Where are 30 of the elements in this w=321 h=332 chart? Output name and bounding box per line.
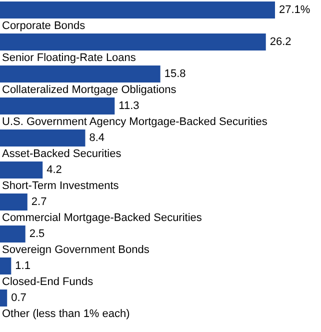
y-tick-label: Closed-End Funds bbox=[2, 276, 94, 288]
data-label: 2.5 bbox=[29, 228, 45, 240]
bar bbox=[0, 98, 115, 114]
y-tick-label: Sovereign Government Bonds bbox=[2, 244, 150, 256]
bar bbox=[0, 226, 26, 242]
bar bbox=[0, 290, 8, 306]
data-label: 15.8 bbox=[164, 68, 186, 80]
data-label: 2.7 bbox=[31, 196, 47, 208]
data-label: 0.7 bbox=[11, 292, 26, 304]
y-tick-label: Asset-Backed Securities bbox=[2, 148, 122, 160]
y-tick-label: Other (less than 1% each) bbox=[2, 308, 130, 320]
y-tick-label: Commercial Mortgage-Backed Securities bbox=[2, 212, 202, 224]
bar bbox=[0, 2, 275, 18]
y-tick-label: Senior Floating-Rate Loans bbox=[2, 52, 136, 64]
data-label: 8.4 bbox=[89, 132, 105, 144]
data-label: 4.2 bbox=[46, 164, 62, 176]
bar bbox=[0, 194, 28, 210]
data-label: 27.1% bbox=[279, 4, 310, 16]
y-tick-label: Short-Term Investments bbox=[2, 180, 120, 192]
data-label: 11.3 bbox=[118, 100, 140, 112]
y-tick-label: Collateralized Mortgage Obligations bbox=[2, 84, 177, 96]
bar bbox=[0, 130, 86, 146]
bar bbox=[0, 34, 266, 50]
data-label: 26.2 bbox=[270, 36, 292, 48]
y-tick-label: U.S. Government Agency Mortgage-Backed Securities bbox=[2, 116, 268, 128]
bar bbox=[0, 162, 43, 178]
y-tick-label: Corporate Bonds bbox=[2, 20, 86, 32]
data-label: 1.1 bbox=[15, 260, 30, 272]
bar bbox=[0, 258, 12, 274]
bar bbox=[0, 66, 160, 82]
